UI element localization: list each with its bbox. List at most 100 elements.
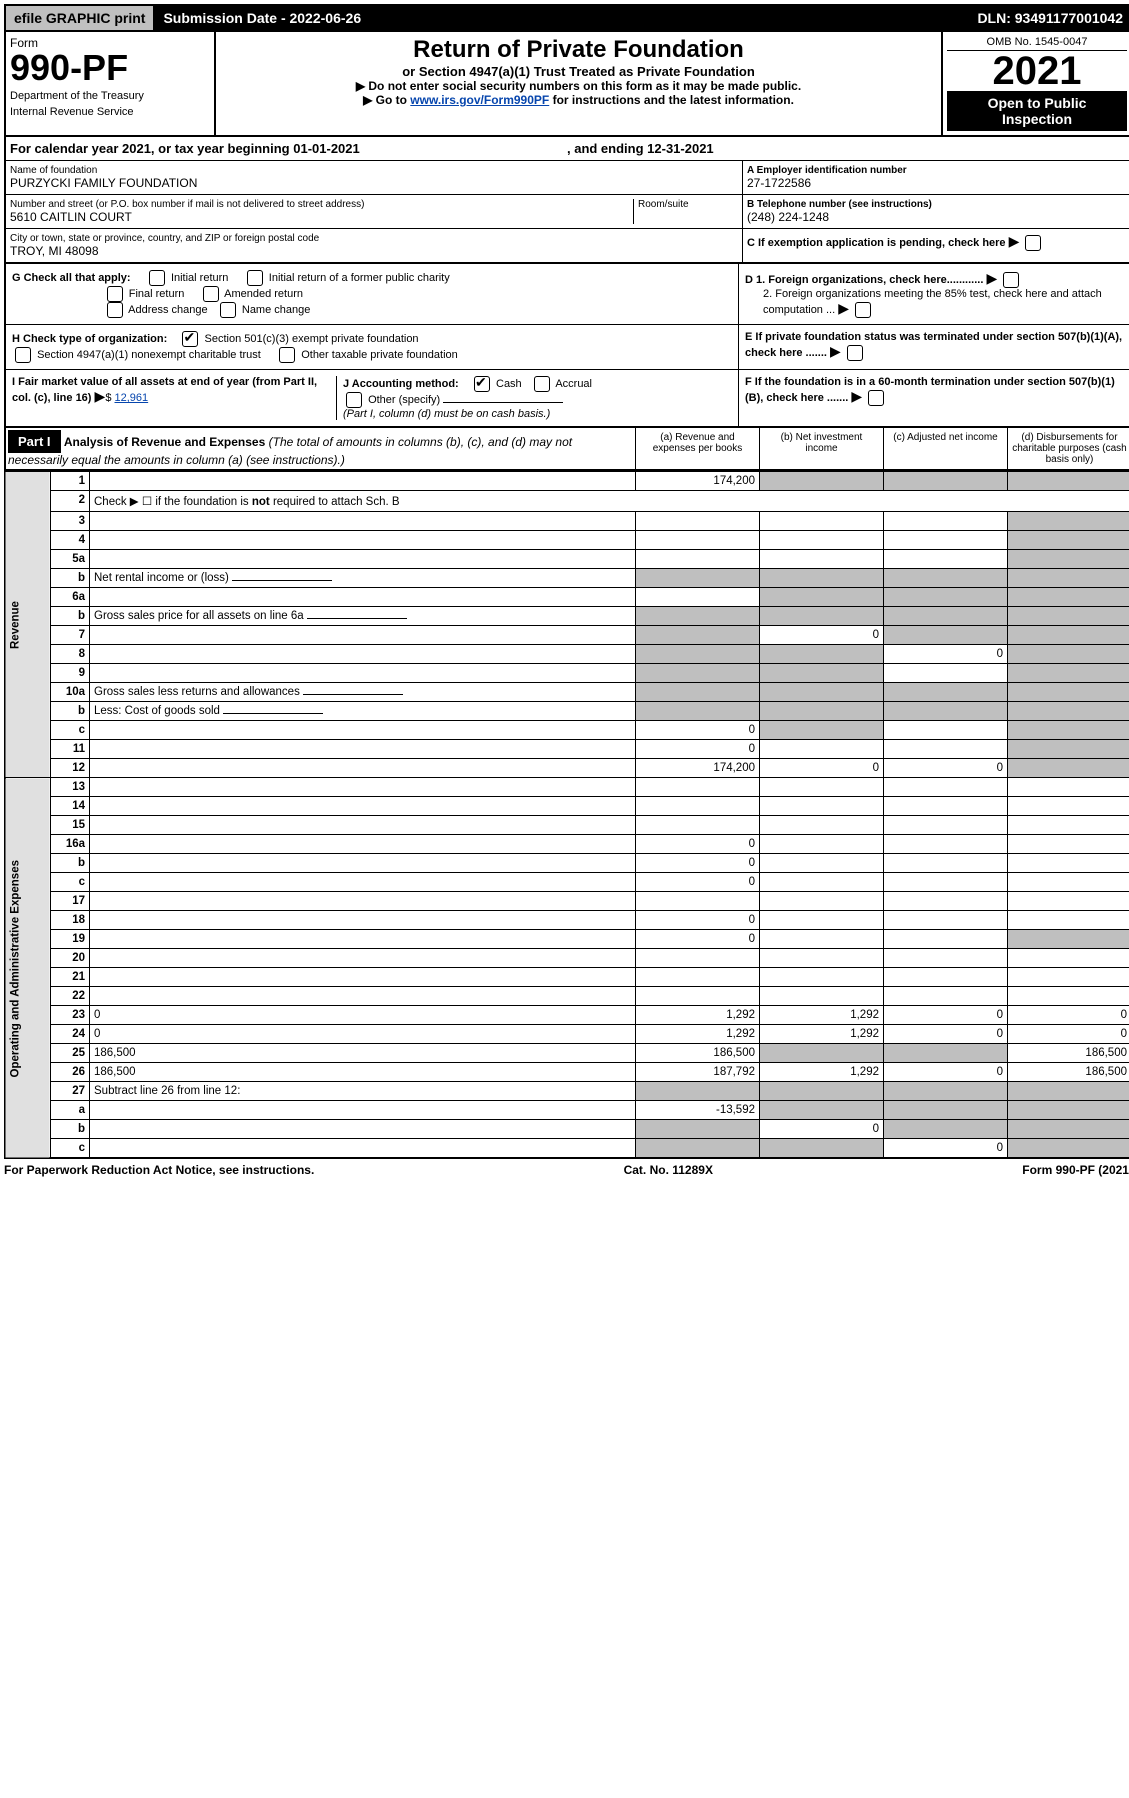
c-checkbox[interactable]: [1025, 235, 1041, 251]
amount-cell-b: [760, 930, 884, 949]
line-number: 17: [51, 892, 90, 911]
line-description: [90, 854, 636, 873]
h-4947-checkbox[interactable]: [15, 347, 31, 363]
irs-link[interactable]: www.irs.gov/Form990PF: [410, 93, 549, 107]
line-number: 8: [51, 645, 90, 664]
amount-cell-a: [636, 968, 760, 987]
amount-cell-c: [884, 1044, 1008, 1063]
amount-cell-b: [760, 472, 884, 491]
addr-label: Number and street (or P.O. box number if…: [10, 199, 633, 210]
amount-cell-b: [760, 892, 884, 911]
j-cash-checkbox[interactable]: [474, 376, 490, 392]
amount-cell-b: 0: [760, 626, 884, 645]
amount-cell-d: 186,500: [1008, 1044, 1129, 1063]
amount-cell-d: [1008, 759, 1129, 778]
amount-cell-c: [884, 987, 1008, 1006]
j-accrual-checkbox[interactable]: [534, 376, 550, 392]
amount-cell-c: [884, 472, 1008, 491]
form-number: 990-PF: [10, 50, 210, 86]
submission-date: Submission Date - 2022-06-26: [155, 6, 969, 30]
revenue-vertical-label: Revenue: [5, 472, 51, 778]
line-description: Check ▶ ☐ if the foundation is not requi…: [90, 491, 1129, 512]
f-checkbox[interactable]: [868, 390, 884, 406]
line-number: 20: [51, 949, 90, 968]
line-description: 0: [90, 1025, 636, 1044]
inspection-label: Open to Public Inspection: [947, 91, 1127, 131]
amount-cell-d: [1008, 816, 1129, 835]
calendar-year-row: For calendar year 2021, or tax year begi…: [4, 137, 1129, 161]
amount-cell: [636, 683, 760, 702]
amount-cell-a: [636, 987, 760, 1006]
e-checkbox[interactable]: [847, 345, 863, 361]
amount-cell-a: -13,592: [636, 1101, 760, 1120]
amount-cell-c: [884, 835, 1008, 854]
amount-cell-c: 0: [884, 1139, 1008, 1159]
amount-cell-c: [884, 550, 1008, 569]
amount-cell: [636, 607, 760, 626]
line-description: [90, 626, 636, 645]
amount-cell-b: [760, 531, 884, 550]
amount-cell-d: [1008, 512, 1129, 531]
amount-cell: [760, 702, 884, 721]
amount-cell-a: 0: [636, 835, 760, 854]
g-addr-checkbox[interactable]: [107, 302, 123, 318]
amount-cell-a: 0: [636, 873, 760, 892]
table-row: 80: [5, 645, 1129, 664]
phone-value: (248) 224-1248: [747, 210, 1127, 224]
table-row: bNet rental income or (loss): [5, 569, 1129, 588]
line-number: 22: [51, 987, 90, 1006]
amount-cell-c: [884, 816, 1008, 835]
amount-cell-b: [760, 797, 884, 816]
amount-cell-b: [760, 1044, 884, 1063]
phone-label: B Telephone number (see instructions): [747, 199, 1127, 210]
instruction-1: ▶ Do not enter social security numbers o…: [220, 79, 937, 93]
table-row: 9: [5, 664, 1129, 683]
h-501c3-checkbox[interactable]: [182, 331, 198, 347]
footer-right: Form 990-PF (2021): [1022, 1163, 1129, 1177]
part1-title: Analysis of Revenue and Expenses: [64, 435, 265, 449]
header-right: OMB No. 1545-0047 2021 Open to Public In…: [943, 32, 1129, 135]
amount-cell-b: [760, 854, 884, 873]
g-amended-checkbox[interactable]: [203, 286, 219, 302]
footer-left: For Paperwork Reduction Act Notice, see …: [4, 1163, 314, 1177]
fmv-link[interactable]: 12,961: [115, 392, 149, 404]
cal-begin: 01-01-2021: [293, 141, 360, 156]
phone-block: B Telephone number (see instructions) (2…: [743, 195, 1129, 228]
line-number: 16a: [51, 835, 90, 854]
table-row: 180: [5, 911, 1129, 930]
amount-cell-a: [636, 1139, 760, 1159]
line-number: 13: [51, 778, 90, 797]
table-row: 27Subtract line 26 from line 12:: [5, 1082, 1129, 1101]
header-left: Form 990-PF Department of the Treasury I…: [6, 32, 216, 135]
amount-cell-b: [760, 588, 884, 607]
g-initial2-checkbox[interactable]: [247, 270, 263, 286]
cal-end: 12-31-2021: [647, 141, 714, 156]
amount-cell-b: [760, 968, 884, 987]
addr-block: Number and street (or P.O. box number if…: [6, 195, 743, 228]
line-number: 4: [51, 531, 90, 550]
amount-cell-b: [760, 987, 884, 1006]
line-number: 9: [51, 664, 90, 683]
g-initial2-text: Initial return of a former public charit…: [269, 272, 450, 284]
amount-cell-c: 0: [884, 1063, 1008, 1082]
g-name-checkbox[interactable]: [220, 302, 236, 318]
g-final-checkbox[interactable]: [107, 286, 123, 302]
amount-cell-d: [1008, 968, 1129, 987]
h-checks: H Check type of organization: Section 50…: [6, 325, 739, 369]
amount-cell: [760, 1082, 884, 1101]
g-initial-checkbox[interactable]: [149, 270, 165, 286]
amount-cell-b: [760, 1139, 884, 1159]
d2-checkbox[interactable]: [855, 302, 871, 318]
checks-section-3: I Fair market value of all assets at end…: [4, 370, 1129, 428]
amount-cell: [636, 702, 760, 721]
entity-row-1: Name of foundation PURZYCKI FAMILY FOUND…: [4, 161, 1129, 195]
line-number: 25: [51, 1044, 90, 1063]
d-checks: D 1. Foreign organizations, check here..…: [739, 264, 1129, 324]
amount-cell-d: [1008, 930, 1129, 949]
line-description: [90, 1120, 636, 1139]
h-other-checkbox[interactable]: [279, 347, 295, 363]
j-other-checkbox[interactable]: [346, 392, 362, 408]
amount-cell-d: 0: [1008, 1006, 1129, 1025]
amount-cell: [884, 607, 1008, 626]
d1-checkbox[interactable]: [1003, 272, 1019, 288]
